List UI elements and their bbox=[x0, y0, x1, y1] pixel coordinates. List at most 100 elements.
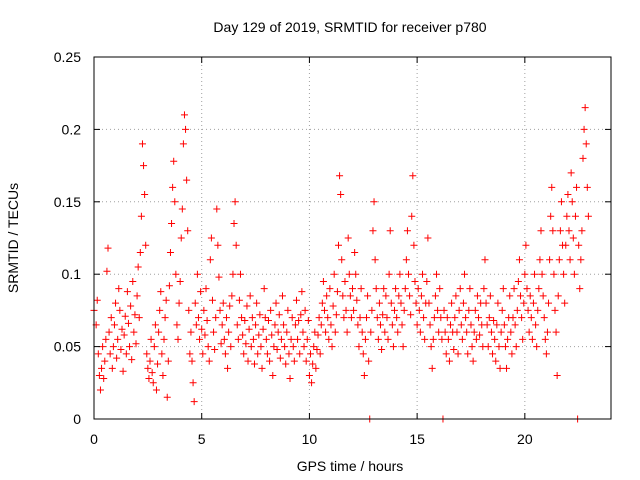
data-point bbox=[529, 299, 537, 307]
data-point bbox=[549, 227, 557, 235]
data-point bbox=[438, 335, 446, 343]
data-point bbox=[442, 350, 450, 358]
data-point bbox=[298, 288, 306, 296]
data-point bbox=[157, 288, 165, 296]
data-point bbox=[252, 321, 260, 329]
data-point bbox=[415, 306, 423, 314]
data-point bbox=[564, 191, 572, 199]
data-point bbox=[232, 241, 240, 249]
data-point bbox=[351, 248, 359, 256]
data-point bbox=[462, 314, 470, 322]
data-point bbox=[147, 335, 155, 343]
data-point bbox=[426, 321, 434, 329]
data-point bbox=[180, 111, 188, 119]
data-point bbox=[320, 306, 328, 314]
data-point bbox=[499, 285, 507, 293]
data-point bbox=[93, 296, 101, 304]
data-point bbox=[399, 343, 407, 351]
data-point bbox=[577, 256, 585, 264]
data-point bbox=[304, 317, 312, 325]
data-point bbox=[151, 321, 159, 329]
data-point bbox=[322, 328, 330, 336]
data-point bbox=[277, 335, 285, 343]
data-point bbox=[379, 311, 387, 319]
data-point bbox=[95, 372, 103, 380]
data-point bbox=[205, 357, 213, 365]
data-point bbox=[164, 357, 172, 365]
data-point bbox=[568, 198, 576, 206]
data-point bbox=[364, 292, 372, 300]
data-point bbox=[280, 321, 288, 329]
y-tick-label: 0.1 bbox=[62, 266, 82, 282]
plot-frame bbox=[93, 56, 612, 420]
data-point bbox=[175, 299, 183, 307]
data-point bbox=[105, 328, 113, 336]
data-point bbox=[441, 328, 449, 336]
data-point bbox=[276, 354, 284, 362]
data-point bbox=[496, 364, 504, 372]
data-point bbox=[202, 285, 210, 293]
data-point bbox=[378, 345, 386, 353]
data-point bbox=[159, 372, 167, 380]
data-point bbox=[461, 270, 469, 278]
data-point bbox=[510, 285, 518, 293]
data-point bbox=[380, 285, 388, 293]
data-point bbox=[210, 328, 218, 336]
data-point bbox=[129, 277, 137, 285]
data-point bbox=[386, 227, 394, 235]
data-point bbox=[534, 306, 542, 314]
data-point bbox=[272, 299, 280, 307]
data-point bbox=[226, 302, 234, 310]
data-point bbox=[107, 314, 115, 322]
data-point bbox=[407, 311, 415, 319]
data-point bbox=[374, 335, 382, 343]
data-point bbox=[154, 360, 162, 368]
data-point bbox=[336, 172, 344, 180]
data-point bbox=[526, 292, 534, 300]
data-point bbox=[244, 357, 252, 365]
data-point bbox=[494, 299, 502, 307]
data-point bbox=[297, 311, 305, 319]
data-point bbox=[163, 393, 171, 401]
data-point bbox=[341, 277, 349, 285]
data-point bbox=[253, 299, 261, 307]
data-point bbox=[527, 314, 535, 322]
data-point bbox=[528, 335, 536, 343]
data-point bbox=[329, 302, 337, 310]
data-point bbox=[381, 328, 389, 336]
grid bbox=[94, 57, 611, 419]
data-point bbox=[96, 386, 104, 394]
data-point bbox=[401, 285, 409, 293]
data-point bbox=[245, 325, 253, 333]
data-point bbox=[482, 299, 490, 307]
data-point bbox=[483, 321, 491, 329]
data-point bbox=[403, 227, 411, 235]
data-point bbox=[173, 321, 181, 329]
data-point bbox=[377, 321, 385, 329]
data-point bbox=[469, 357, 477, 365]
data-point bbox=[520, 299, 528, 307]
data-point bbox=[339, 292, 347, 300]
data-point bbox=[453, 328, 461, 336]
data-point bbox=[122, 350, 130, 358]
data-point bbox=[370, 198, 378, 206]
data-point bbox=[294, 335, 302, 343]
data-point bbox=[217, 340, 225, 348]
data-point bbox=[115, 285, 123, 293]
data-point bbox=[396, 270, 404, 278]
data-point bbox=[104, 244, 112, 252]
data-point bbox=[459, 299, 467, 307]
data-point bbox=[368, 306, 376, 314]
data-point bbox=[406, 292, 414, 300]
data-point bbox=[467, 321, 475, 329]
data-point bbox=[561, 299, 569, 307]
data-point bbox=[133, 292, 141, 300]
data-point bbox=[353, 296, 361, 304]
data-point bbox=[566, 256, 574, 264]
data-point bbox=[504, 335, 512, 343]
data-point bbox=[392, 285, 400, 293]
data-point bbox=[178, 205, 186, 213]
data-point bbox=[427, 343, 435, 351]
data-point bbox=[373, 314, 381, 322]
data-point bbox=[144, 364, 152, 372]
